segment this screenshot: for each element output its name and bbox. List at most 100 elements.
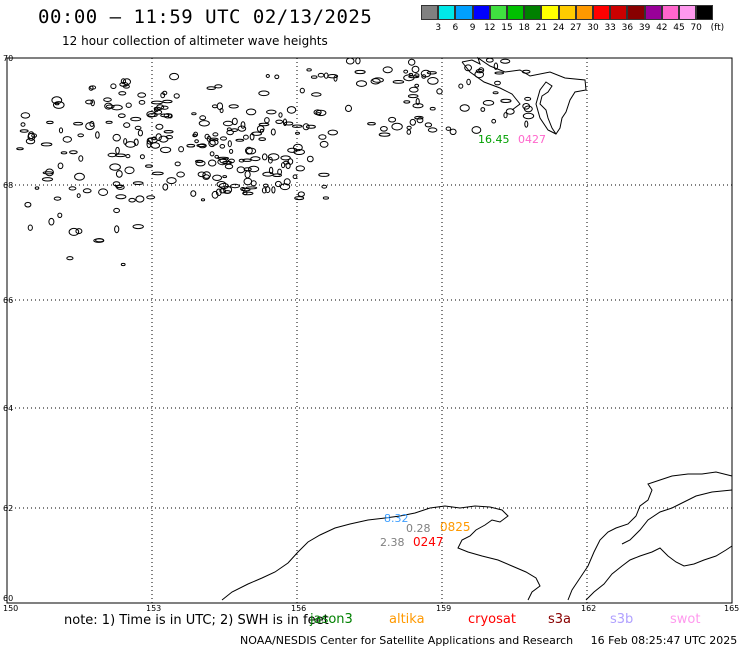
ice-contour [163, 113, 173, 119]
ice-contour [291, 124, 303, 128]
ice-contour [297, 191, 305, 197]
legend-swatch [679, 5, 697, 20]
ice-contour [162, 183, 169, 191]
legend-unit: (ft) [710, 23, 725, 33]
ice-contour [82, 188, 92, 194]
legend-swatch [472, 5, 490, 20]
ice-contour [219, 157, 229, 164]
ice-contour [319, 140, 329, 148]
ice-contour [191, 112, 197, 116]
ice-contour [458, 83, 464, 89]
ice-contour [208, 159, 217, 167]
ice-contour [128, 197, 136, 203]
ice-contour [315, 109, 327, 117]
page-subtitle: 12 hour collection of altimeter wave hei… [62, 34, 328, 48]
lat-label: 70 [3, 54, 13, 63]
ice-contour [190, 190, 197, 197]
south-coastline [221, 471, 733, 601]
ice-contour [118, 91, 127, 96]
ice-contour [137, 129, 143, 137]
ice-contour [262, 183, 269, 188]
ice-contour [139, 154, 145, 160]
ice-contour [199, 115, 207, 121]
ice-contour [198, 143, 207, 149]
ice-contour [311, 92, 322, 97]
ice-contour [354, 69, 366, 75]
legend-label: 70 [690, 23, 702, 33]
ice-contour [174, 161, 181, 167]
legend-label: 21 [535, 23, 548, 33]
ice-contour [299, 87, 305, 94]
ice-contour [243, 167, 252, 172]
ice-contour [426, 71, 437, 75]
ice-contour [243, 134, 249, 140]
ice-contour [261, 187, 267, 194]
ice-contour [155, 133, 162, 142]
ice-contour [73, 121, 84, 126]
ice-contour [219, 144, 226, 149]
ice-contour [464, 64, 473, 72]
legend-label: 39 [638, 23, 651, 33]
lon-label: 165 [724, 604, 739, 613]
ice-contour [378, 132, 391, 137]
ice-contour [20, 122, 26, 127]
ice-contour [492, 91, 499, 95]
ice-contour [285, 162, 291, 170]
ice-contour [524, 96, 532, 101]
ice-contour [104, 102, 113, 110]
ice-contour [241, 187, 251, 192]
satellite-label-cryosat: cryosat [468, 612, 516, 627]
ice-contour [165, 135, 174, 140]
point-label: 0247 [413, 535, 444, 549]
ice-contour [48, 217, 55, 226]
ice-contour [41, 177, 54, 182]
ice-contour [391, 122, 403, 131]
ice-contour [295, 165, 305, 172]
legend-label: 45 [673, 23, 685, 33]
lon-label: 153 [146, 604, 161, 613]
ice-contour [115, 170, 123, 178]
ice-contour [110, 83, 117, 89]
ice-contour [58, 127, 64, 134]
ice-contour [27, 131, 35, 140]
ice-contour [409, 86, 419, 93]
ice-contour [294, 196, 305, 201]
legend-label: 42 [656, 23, 668, 33]
ice-contour [305, 124, 316, 129]
ice-contour [316, 112, 322, 116]
lon-label: 162 [581, 604, 596, 613]
ice-contour [186, 143, 196, 148]
lon-label: 159 [436, 604, 451, 613]
ice-contour [321, 184, 328, 189]
ice-contour [306, 155, 314, 163]
ice-contour [150, 100, 163, 105]
legend-swatch [541, 5, 559, 20]
legend-label: 33 [604, 23, 616, 33]
legend-label: 27 [570, 23, 582, 33]
ice-contour [231, 128, 238, 133]
ice-contour [500, 98, 512, 104]
ice-contour [503, 112, 508, 119]
ice-contour [114, 225, 120, 234]
ice-contour [261, 153, 268, 161]
lat-label: 68 [3, 181, 13, 190]
ice-contour [196, 143, 206, 148]
legend-swatch [421, 5, 439, 20]
ice-contour [206, 86, 216, 90]
ice-contour [318, 172, 330, 177]
legend-swatch [644, 5, 662, 20]
ice-contour [62, 136, 73, 143]
ice-contour [107, 152, 117, 158]
ice-contour [125, 102, 132, 108]
ice-contour [202, 174, 210, 180]
legend-label: 18 [518, 23, 530, 33]
map-frame [6, 57, 733, 604]
ice-contour [216, 181, 227, 188]
ice-contour [69, 150, 78, 155]
ice-contour [19, 129, 29, 133]
ice-contour [406, 129, 412, 135]
ice-contour [480, 107, 486, 112]
legend-label: 30 [587, 23, 599, 33]
ice-contour [160, 92, 166, 99]
